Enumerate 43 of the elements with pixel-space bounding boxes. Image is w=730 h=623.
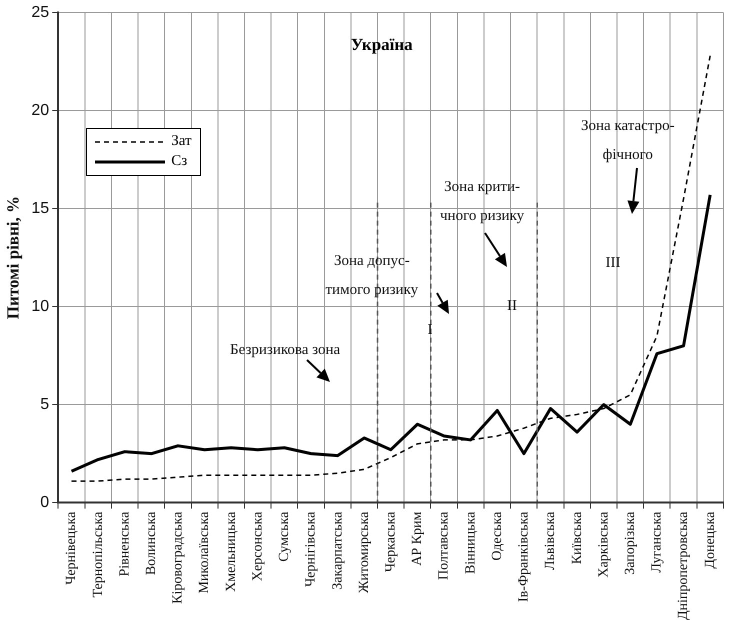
x-tick-label: Київська: [570, 510, 585, 564]
x-tick-label: Рівненська: [117, 510, 132, 577]
x-tick-label: Ів-Франківська: [516, 510, 532, 602]
x-tick-label: Житомирська: [356, 510, 372, 594]
x-tick-label: Хмельницька: [224, 510, 239, 592]
x-tick-label: Чернівецька: [64, 510, 80, 585]
x-tick-label: Одеська: [490, 510, 505, 561]
x-tick-label: Полтавська: [436, 510, 452, 580]
x-tick-label: Чернігівська: [304, 510, 319, 587]
annotation: II: [507, 296, 517, 316]
y-tick-label: 25: [31, 4, 50, 22]
text: Україна: [350, 34, 413, 55]
y-tick-label: 20: [31, 102, 50, 120]
x-tick-label: Донецька: [702, 510, 718, 569]
x-tick-label: Вінницька: [463, 510, 478, 574]
x-tick-label: Луганська: [650, 510, 665, 573]
annotation: Зона крити- чного ризику: [440, 178, 524, 226]
annotation: Зона допус- тимого ризику: [326, 252, 418, 300]
annotation: III: [606, 254, 620, 272]
x-tick-label: Волинська: [144, 510, 160, 576]
x-tick-label: Сумська: [277, 510, 292, 562]
y-tick-label: 5: [40, 396, 50, 414]
line-series: [70, 54, 711, 482]
x-tick-label: Запорізька: [623, 510, 638, 575]
x-tick-label: Харківська: [596, 510, 612, 578]
x-tick-label: Херсонська: [250, 510, 266, 582]
y-tick-label: 15: [31, 200, 50, 218]
x-tick-label: АР Крим: [410, 512, 426, 566]
y-tick-label: 10: [31, 298, 50, 316]
annotation: I: [428, 320, 432, 340]
x-tick-label: Миколаївська: [197, 510, 212, 594]
annotation: Безризикова зона: [230, 340, 340, 360]
y-axis-title: Питомі рівні, %: [4, 196, 23, 320]
x-tick-label: Дніпропетровська: [676, 510, 692, 620]
annotation: Зона катастро- фічного: [581, 117, 675, 165]
legend-label: Зат: [171, 133, 192, 150]
y-tick-label: 0: [40, 494, 50, 512]
x-tick-label: Кіровоградська: [170, 510, 186, 604]
x-tick-label: Тернопільська: [90, 510, 106, 598]
legend-label: Сз: [171, 153, 188, 170]
x-tick-label: Черкаська: [384, 510, 399, 572]
x-tick-label: Закарпатська: [330, 510, 346, 590]
x-tick-label: Львівська: [543, 510, 558, 570]
